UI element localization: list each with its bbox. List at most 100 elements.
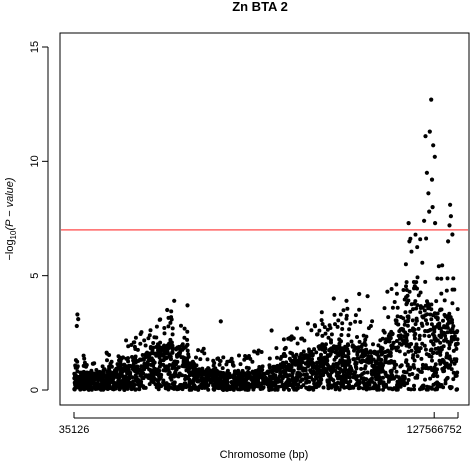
snp-point: [390, 387, 395, 392]
snp-point: [275, 355, 279, 360]
snp-point: [399, 342, 404, 347]
snp-point: [115, 381, 120, 386]
snp-point: [121, 355, 125, 360]
snp-point: [394, 374, 399, 379]
snp-point: [293, 356, 298, 360]
snp-point: [353, 313, 358, 318]
snp-point: [376, 356, 381, 361]
snp-point: [166, 324, 171, 329]
snp-point: [403, 352, 407, 357]
snp-point: [115, 362, 120, 367]
snp-point: [250, 382, 255, 387]
snp-point: [285, 379, 290, 384]
snp-point: [116, 366, 121, 371]
snp-point: [402, 383, 407, 388]
snp-point: [412, 336, 417, 341]
snp-point-peak: [365, 294, 370, 299]
snp-point: [337, 387, 342, 392]
snp-point: [246, 381, 251, 386]
snp-point: [211, 383, 216, 388]
snp-point: [335, 351, 339, 356]
snp-point: [448, 386, 453, 391]
snp-point: [266, 370, 271, 375]
snp-point: [337, 337, 342, 342]
snp-point: [167, 370, 172, 375]
snp-point-peak: [430, 205, 435, 210]
snp-point: [439, 360, 443, 365]
snp-point: [332, 382, 337, 386]
snp-point: [118, 362, 123, 367]
snp-point: [440, 263, 445, 268]
snp-point: [397, 336, 402, 341]
snp-point: [148, 351, 153, 356]
snp-point: [132, 340, 137, 345]
snp-point: [325, 378, 330, 383]
snp-point: [121, 366, 126, 371]
snp-point: [425, 299, 429, 304]
snp-point: [420, 362, 425, 367]
snp-point: [310, 377, 315, 382]
snp-point: [360, 342, 365, 347]
snp-point: [288, 350, 293, 355]
snp-point: [366, 350, 371, 355]
snp-point: [206, 387, 211, 392]
snp-point: [170, 350, 175, 354]
snp-point: [433, 346, 438, 351]
snp-point: [452, 361, 457, 366]
snp-point: [312, 347, 317, 352]
snp-point: [338, 312, 343, 317]
snp-point: [360, 348, 365, 353]
snp-point: [334, 355, 339, 360]
snp-point: [412, 365, 417, 370]
snp-point: [410, 355, 415, 360]
snp-point: [356, 349, 360, 354]
snp-point: [439, 329, 444, 334]
snp-point: [271, 364, 276, 369]
snp-point: [251, 371, 256, 376]
snp-point: [352, 372, 357, 377]
snp-point: [311, 362, 316, 367]
snp-point: [300, 360, 305, 365]
snp-point: [429, 386, 434, 391]
snp-point: [381, 328, 386, 333]
snp-point: [109, 364, 114, 369]
snp-point: [294, 352, 299, 357]
snp-point: [423, 366, 428, 371]
snp-point: [404, 343, 409, 348]
snp-point: [289, 377, 294, 382]
snp-point-peak: [331, 296, 336, 301]
snp-point: [180, 363, 185, 368]
snp-point: [398, 382, 403, 387]
snp-point: [93, 387, 98, 391]
snp-point: [438, 352, 443, 357]
snp-point: [315, 332, 320, 337]
snp-point-peak: [165, 307, 170, 313]
snp-point: [260, 386, 265, 390]
snp-point: [319, 352, 323, 357]
snp-point: [413, 350, 418, 355]
snp-point: [392, 300, 397, 304]
snp-point: [112, 372, 117, 377]
snp-point: [255, 350, 260, 355]
snp-point: [109, 359, 114, 364]
snp-point: [157, 368, 162, 373]
snp-point: [416, 326, 421, 331]
snp-point: [124, 338, 129, 343]
snp-point: [387, 339, 392, 344]
snp-point: [310, 370, 315, 375]
snp-point: [139, 364, 144, 369]
snp-point: [338, 358, 343, 363]
snp-point: [105, 358, 109, 363]
snp-point: [158, 347, 163, 352]
snp-point: [128, 364, 133, 368]
snp-point: [395, 387, 400, 392]
snp-point: [449, 367, 454, 372]
snp-point: [320, 322, 325, 326]
snp-point: [354, 366, 359, 371]
snp-point: [191, 373, 196, 378]
snp-point: [238, 375, 243, 380]
snp-point: [364, 387, 369, 392]
snp-point: [191, 378, 196, 383]
snp-point: [432, 334, 437, 338]
snp-point: [83, 372, 88, 377]
